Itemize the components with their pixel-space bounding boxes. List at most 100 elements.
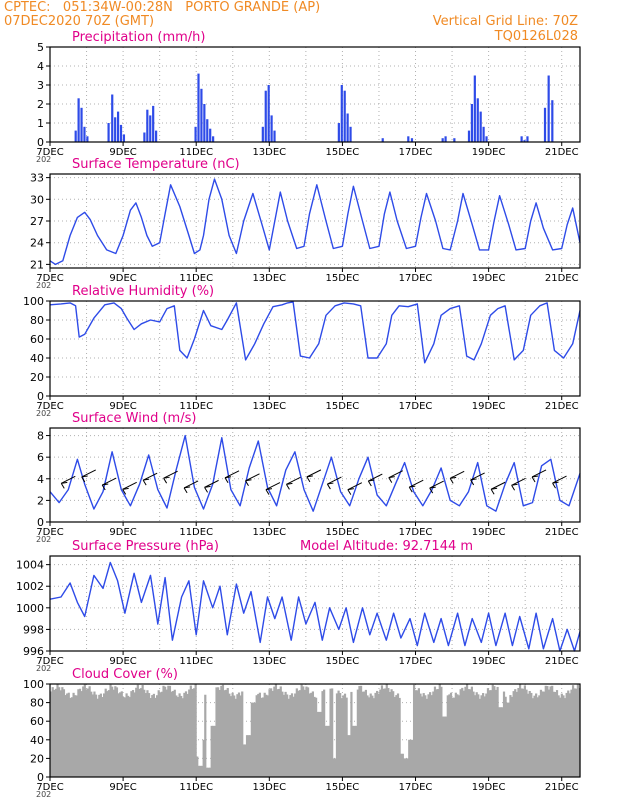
cloud-column xyxy=(446,695,449,777)
cloud-ytick-label: 40 xyxy=(30,734,44,747)
cloud-column xyxy=(255,695,258,777)
wind-vector xyxy=(552,475,567,484)
cloud-column xyxy=(111,686,114,777)
cloud-column xyxy=(422,693,425,777)
cloud-column xyxy=(271,690,274,777)
rh-title: Relative Humidity (%) xyxy=(72,284,214,299)
cloud-column xyxy=(233,695,236,777)
cloud-column xyxy=(138,688,141,777)
cloud-column xyxy=(115,687,119,777)
temp-xtick-label: 15DEC xyxy=(326,273,360,284)
wind-xtick-label: 21DEC xyxy=(545,527,579,538)
cloud-column xyxy=(104,688,107,777)
cloud-xtick-label: 11DEC xyxy=(179,782,213,793)
cloud-column xyxy=(253,702,257,777)
cloud-column xyxy=(433,686,437,777)
precip-bar xyxy=(467,130,471,142)
precip-ytick-label: 2 xyxy=(37,98,44,111)
rh-ytick-label: 100 xyxy=(23,295,44,308)
cloud-column xyxy=(539,689,543,777)
cloud-column xyxy=(520,688,523,777)
cloud-column xyxy=(56,684,59,777)
cloud-column xyxy=(449,692,453,777)
temp-xtick-label: 11DEC xyxy=(179,273,213,284)
precip-bar xyxy=(83,126,86,142)
wind-xtick-label: 15DEC xyxy=(326,527,360,538)
cloud-xtick-label: 9DEC xyxy=(109,782,136,793)
cloud-column xyxy=(119,692,122,777)
cloud-column xyxy=(241,691,244,777)
cloud-column xyxy=(474,695,477,777)
cloud-column xyxy=(151,695,154,777)
wind-frame xyxy=(49,427,581,523)
rh-ytick-label: 80 xyxy=(30,314,44,327)
precip-frame xyxy=(49,46,581,143)
temp-title: Surface Temperature (nC) xyxy=(72,157,240,172)
precip-xtick-label: 17DEC xyxy=(399,147,433,158)
cloud-column xyxy=(384,688,387,777)
cloud-column xyxy=(379,689,382,777)
cloud-column xyxy=(380,685,384,777)
cloud-column xyxy=(347,735,350,777)
cloud-title: Cloud Cover (%) xyxy=(72,667,178,682)
cloud-column xyxy=(573,688,576,777)
cloud-column xyxy=(470,686,473,777)
wind-vector xyxy=(470,472,485,481)
cloud-column xyxy=(491,684,494,777)
precip-bar xyxy=(381,138,384,142)
cloud-column xyxy=(562,695,565,777)
cloud-column xyxy=(350,691,353,777)
cloud-column xyxy=(117,693,120,777)
cloud-column xyxy=(75,695,78,777)
cloud-column xyxy=(445,716,448,777)
cloud-column xyxy=(575,688,578,777)
cloud-column xyxy=(152,693,155,777)
cloud-column xyxy=(279,686,282,777)
cloud-column xyxy=(215,687,218,777)
precip-xtick-label: 9DEC xyxy=(109,147,136,158)
cloud-column xyxy=(268,689,271,777)
rh-ytick-label: 0 xyxy=(37,390,44,403)
cloud-column xyxy=(406,758,409,777)
wind-xtick-label: 9DEC xyxy=(109,527,136,538)
cloud-column xyxy=(409,739,412,777)
cloud-ytick-label: 100 xyxy=(23,678,44,691)
cloud-column xyxy=(363,691,366,777)
precip-bar xyxy=(80,107,83,142)
cloud-column xyxy=(59,690,62,777)
cloud-column xyxy=(181,698,184,777)
cloud-column xyxy=(536,697,539,777)
cloud-column xyxy=(278,688,281,777)
cloud-column xyxy=(300,684,303,777)
cloud-column xyxy=(202,739,205,777)
wind-vector-head xyxy=(60,481,68,489)
cloud-column xyxy=(515,691,518,777)
cloud-column xyxy=(437,689,440,777)
cloud-column xyxy=(332,758,335,777)
precip-bar xyxy=(122,134,126,142)
cloud-column xyxy=(544,685,547,777)
cloud-column xyxy=(408,739,411,777)
wind-vector xyxy=(306,469,322,478)
cloud-column xyxy=(412,684,416,777)
cloud-column xyxy=(180,695,183,777)
wind-ytick-label: 2 xyxy=(37,494,44,507)
temp-ytick-label: 30 xyxy=(30,193,44,206)
cloud-column xyxy=(125,693,128,777)
cloud-column xyxy=(318,711,321,777)
cloud-column xyxy=(364,689,367,777)
rh-xtick-year: 202 xyxy=(36,409,51,418)
cloud-column xyxy=(107,690,111,777)
cloud-column xyxy=(247,735,250,777)
cloud-column xyxy=(316,711,319,777)
cloud-column xyxy=(66,693,69,777)
cloud-column xyxy=(302,686,305,777)
cloud-column xyxy=(200,765,204,777)
wind-vector xyxy=(511,477,526,486)
cloud-column xyxy=(451,697,454,777)
precip-bar xyxy=(273,130,276,142)
cloud-column xyxy=(496,686,499,777)
wind-vector-head xyxy=(183,486,191,494)
cloud-column xyxy=(377,693,380,777)
cloud-column xyxy=(199,765,202,777)
